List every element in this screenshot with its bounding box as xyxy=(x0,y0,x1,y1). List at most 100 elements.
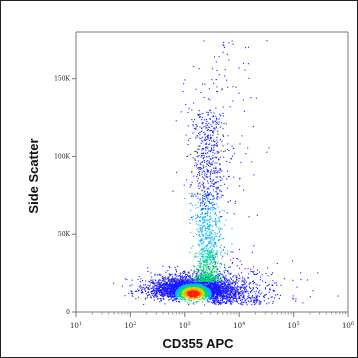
data-point xyxy=(213,258,215,260)
data-point xyxy=(183,289,185,291)
data-point xyxy=(189,300,191,302)
data-point xyxy=(211,290,213,292)
data-point xyxy=(148,280,150,282)
data-point xyxy=(216,194,218,196)
data-point xyxy=(210,295,212,297)
data-point xyxy=(159,284,161,286)
data-point xyxy=(196,268,198,270)
data-point xyxy=(189,296,191,298)
data-point xyxy=(181,299,183,301)
data-point xyxy=(176,286,178,288)
data-point xyxy=(224,266,226,268)
data-point xyxy=(202,186,204,188)
data-point xyxy=(160,282,162,284)
data-point xyxy=(201,183,203,185)
data-point xyxy=(209,233,211,235)
data-point xyxy=(166,286,168,288)
data-point xyxy=(199,281,201,283)
data-point xyxy=(210,296,212,298)
data-point xyxy=(218,158,220,160)
data-point xyxy=(199,293,201,295)
data-point xyxy=(221,194,223,196)
data-point xyxy=(175,280,177,282)
data-point xyxy=(211,157,213,159)
data-point xyxy=(179,272,181,274)
data-point xyxy=(172,293,174,295)
data-point xyxy=(206,127,208,129)
data-point xyxy=(188,279,190,281)
data-point xyxy=(220,293,222,295)
data-point xyxy=(171,287,173,289)
data-point xyxy=(212,297,214,299)
data-point xyxy=(209,163,211,165)
data-point xyxy=(205,176,207,178)
data-point xyxy=(210,239,212,241)
data-point xyxy=(210,292,212,294)
data-point xyxy=(227,289,229,291)
data-point xyxy=(221,178,223,180)
data-point xyxy=(200,292,202,294)
data-point xyxy=(194,297,196,299)
data-point xyxy=(187,294,189,296)
data-point xyxy=(175,293,177,295)
data-point xyxy=(239,295,241,297)
data-point xyxy=(215,283,217,285)
data-point xyxy=(211,229,213,231)
data-point xyxy=(162,296,164,298)
data-point xyxy=(155,285,157,287)
data-point xyxy=(204,285,206,287)
data-point xyxy=(144,287,146,289)
data-point xyxy=(213,146,215,148)
data-point xyxy=(209,251,211,253)
data-point xyxy=(197,281,199,283)
data-point xyxy=(229,288,231,290)
data-point xyxy=(228,284,230,286)
data-point xyxy=(189,288,191,290)
data-point xyxy=(204,226,206,228)
data-point xyxy=(213,196,215,198)
data-point xyxy=(171,279,173,281)
data-point xyxy=(210,270,212,272)
data-point xyxy=(191,290,193,292)
data-point xyxy=(161,287,163,289)
data-point xyxy=(197,178,199,180)
data-point xyxy=(206,205,208,207)
data-point xyxy=(191,294,193,296)
data-point xyxy=(174,283,176,285)
data-point xyxy=(163,285,165,287)
data-point xyxy=(201,224,203,226)
data-point xyxy=(180,276,182,278)
data-point xyxy=(198,167,200,169)
data-point xyxy=(152,279,154,281)
data-point xyxy=(197,160,199,162)
data-point xyxy=(188,292,190,294)
data-point xyxy=(167,290,169,292)
data-point xyxy=(186,292,188,294)
data-point xyxy=(213,282,215,284)
data-point xyxy=(222,134,224,136)
data-point xyxy=(207,295,209,297)
data-point xyxy=(148,291,150,293)
data-point xyxy=(144,290,146,292)
data-point xyxy=(212,258,214,260)
data-point xyxy=(209,229,211,231)
data-point xyxy=(209,212,211,214)
data-point xyxy=(214,278,216,280)
data-point xyxy=(248,286,250,288)
data-point xyxy=(157,288,159,290)
data-point xyxy=(176,287,178,289)
data-point xyxy=(181,285,183,287)
data-point xyxy=(218,169,220,171)
data-point xyxy=(163,294,165,296)
data-point xyxy=(207,199,209,201)
data-point xyxy=(173,293,175,295)
data-point xyxy=(156,293,158,295)
data-point xyxy=(210,185,212,187)
data-point xyxy=(197,288,199,290)
data-point xyxy=(216,235,218,237)
plot-points xyxy=(113,40,339,306)
data-point xyxy=(194,284,196,286)
data-point xyxy=(161,292,163,294)
data-point xyxy=(179,286,181,288)
data-point xyxy=(253,280,255,282)
